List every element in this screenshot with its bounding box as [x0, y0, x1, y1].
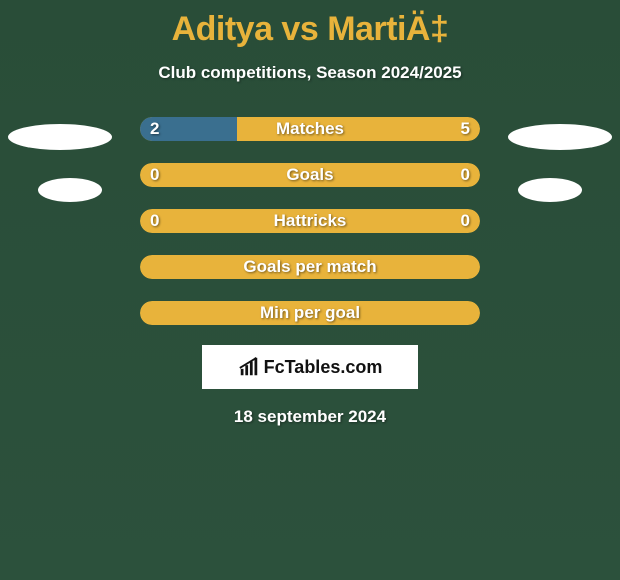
stats-list: 25Matches 00Goals 00Hattricks Goals per mat…	[0, 117, 620, 325]
stat-row: Min per goal	[0, 301, 620, 325]
stat-label: Goals per match	[140, 255, 480, 279]
date-text: 18 september 2024	[0, 407, 620, 427]
stat-label: Goals	[140, 163, 480, 187]
stat-row: 00Goals	[0, 163, 620, 187]
stat-bar: Min per goal	[140, 301, 480, 325]
stat-label: Hattricks	[140, 209, 480, 233]
subtitle: Club competitions, Season 2024/2025	[0, 63, 620, 83]
comparison-card: Aditya vs MartiÄ‡ Club competitions, Sea…	[0, 0, 620, 580]
stat-bar: 25Matches	[140, 117, 480, 141]
stat-label: Matches	[140, 117, 480, 141]
stat-row: 25Matches	[0, 117, 620, 141]
page-title: Aditya vs MartiÄ‡	[0, 0, 620, 49]
logo-text: FcTables.com	[264, 357, 383, 378]
stat-row: Goals per match	[0, 255, 620, 279]
source-logo: FcTables.com	[202, 345, 418, 389]
stat-bar: Goals per match	[140, 255, 480, 279]
stat-row: 00Hattricks	[0, 209, 620, 233]
stat-bar: 00Goals	[140, 163, 480, 187]
stat-bar: 00Hattricks	[140, 209, 480, 233]
chart-icon	[238, 356, 260, 378]
stat-label: Min per goal	[140, 301, 480, 325]
